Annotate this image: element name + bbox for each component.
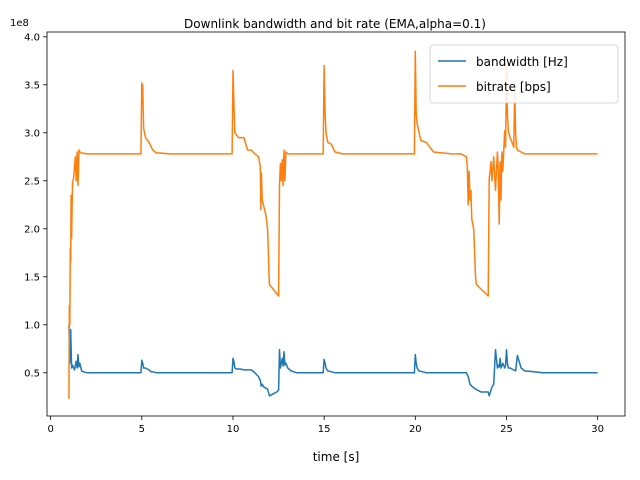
x-axis-label: time [s]	[313, 450, 360, 464]
x-tick-label: 10	[227, 424, 240, 435]
y-offset-label: 1e8	[10, 18, 29, 29]
y-tick-label: 3.0	[24, 128, 40, 139]
y-tick-label: 3.5	[24, 80, 40, 91]
y-tick-label: 2.5	[24, 176, 40, 187]
x-tick-label: 30	[591, 424, 604, 435]
legend-label-bandwidth: bandwidth [Hz]	[476, 55, 568, 69]
x-tick-label: 5	[139, 424, 145, 435]
y-tick-label: 1.0	[24, 320, 40, 331]
legend-box	[429, 44, 619, 104]
axes-frame	[46, 31, 626, 417]
series-layer	[68, 50, 598, 399]
chart-title: Downlink bandwidth and bit rate (EMA,alp…	[184, 17, 486, 31]
x-tick-label: 0	[47, 424, 53, 435]
y-tick-label: 0.5	[24, 368, 40, 379]
y-tick-label: 4.0	[24, 32, 40, 43]
legend: bandwidth [Hz] bitrate [bps]	[429, 44, 619, 104]
x-tick-label: 20	[409, 424, 422, 435]
y-tick-label: 1.5	[24, 272, 40, 283]
x-tick-label: 25	[500, 424, 513, 435]
y-tick-label: 2.0	[24, 224, 40, 235]
series-line-bandwidth	[68, 324, 598, 397]
x-axis: 0 5 10 15 20 25 30	[47, 416, 604, 435]
y-axis: 0.5 1.0 1.5 2.0 2.5 3.0 3.5 4.0	[24, 32, 47, 379]
series-line-bitrate	[68, 50, 598, 399]
legend-label-bitrate: bitrate [bps]	[476, 80, 551, 94]
x-tick-label: 15	[318, 424, 331, 435]
